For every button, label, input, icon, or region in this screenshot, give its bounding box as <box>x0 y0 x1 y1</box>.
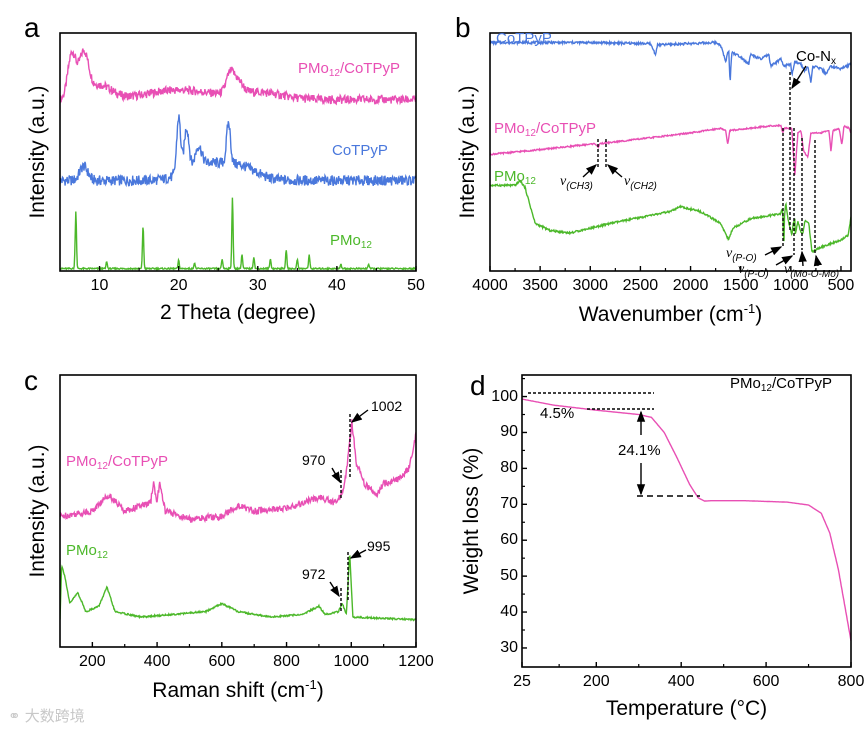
x-tick-label-c: 200 <box>79 653 106 670</box>
momo-arrow-2 <box>813 254 823 267</box>
x-axis-title-c: Raman shift (cm-1) <box>152 677 324 702</box>
co-nx-arrow <box>791 65 807 90</box>
series-line-a-1 <box>60 114 416 188</box>
y-tick-label-d: 80 <box>500 459 518 477</box>
x-tick-label-d: 200 <box>582 673 610 690</box>
x-tick-label-b: 3000 <box>572 277 609 294</box>
x-axis-title-d: Temperature (°C) <box>605 697 768 720</box>
series-line-c-0 <box>60 419 416 524</box>
x-tick-label-b: 2500 <box>622 277 659 294</box>
momo-arrow <box>798 250 807 267</box>
y-tick-label-d: 30 <box>500 638 518 656</box>
y-axis-title-d: Weight loss (%) <box>460 447 483 595</box>
panel-letter-c: c <box>24 365 38 396</box>
y-tick-label-d: 60 <box>500 531 518 549</box>
x-tick-label-c: 800 <box>273 653 300 670</box>
x-tick-label-c: 1200 <box>398 653 434 670</box>
x-tick-label-b: 1000 <box>773 277 809 294</box>
series-label-a-pmo12: PMo12 <box>330 232 372 251</box>
series-label-b-cotpyp: CoTPyP <box>496 30 552 47</box>
annotation-po-2: ν(P-O) <box>738 262 769 280</box>
raman-1002-arrow <box>350 409 369 423</box>
x-tick-label-b: 4000 <box>472 277 508 294</box>
series-label-c-composite: PMo12/CoTPyP <box>66 453 168 472</box>
x-tick-label-a: 10 <box>90 277 109 294</box>
x-tick-label-a: 20 <box>169 277 188 294</box>
series-line-b-0 <box>490 38 851 83</box>
panel-c <box>59 374 417 648</box>
x-tick-label-b: 3500 <box>522 277 558 294</box>
x-tick-label-b: 500 <box>827 277 855 294</box>
series-line-c-1 <box>60 555 416 622</box>
series-label-a-composite: PMo12/CoTPyP <box>298 60 400 79</box>
panel-letter-a: a <box>24 12 40 43</box>
y-tick-label-d: 70 <box>500 495 518 513</box>
po1-arrow <box>764 246 783 256</box>
series-label-c-pmo12: PMo12 <box>66 542 108 561</box>
series-label-b-pmo12: PMo12 <box>494 168 536 187</box>
y-axis-title-b: Intensity (a.u.) <box>456 85 479 219</box>
annotation-24-1-percent: 24.1% <box>618 442 661 459</box>
x-tick-label-a: 40 <box>327 277 346 294</box>
y-tick-label-d: 100 <box>491 387 518 405</box>
y-tick-label-d: 90 <box>500 423 518 441</box>
x-tick-label-d: 25 <box>513 673 531 690</box>
x-axis-title-b: Wavenumber (cm-1) <box>578 301 763 326</box>
watermark-logo: ⚭ 大数跨境 <box>8 708 85 725</box>
y-axis-title-a: Intensity (a.u.) <box>26 85 49 219</box>
panel-d <box>521 374 852 668</box>
x-tick-label-c: 1000 <box>333 653 370 670</box>
panel-b <box>489 32 852 272</box>
panel-a <box>59 32 417 272</box>
raman-995-arrow <box>349 549 367 559</box>
y-tick-label-d: 40 <box>500 603 518 621</box>
x-tick-label-d: 600 <box>752 673 780 690</box>
po2-arrow <box>775 255 794 266</box>
x-axis-title-a: 2 Theta (degree) <box>159 301 317 324</box>
raman-972-arrow <box>329 581 340 598</box>
series-label-a-cotpyp: CoTPyP <box>332 142 388 159</box>
x-tick-label-a: 30 <box>248 277 267 294</box>
annotation-1002: 1002 <box>371 398 403 414</box>
axes-frame-c <box>59 374 417 648</box>
annotation-970: 970 <box>302 452 326 468</box>
series-line-a-0 <box>60 48 416 106</box>
x-tick-label-d: 400 <box>667 673 695 690</box>
x-tick-label-c: 400 <box>143 653 171 670</box>
axes-frame-d <box>521 374 852 668</box>
x-tick-label-d: 800 <box>837 673 865 690</box>
annotation-4-5-percent: 4.5% <box>540 405 575 422</box>
raman-970-arrow <box>331 467 341 484</box>
x-tick-label-b: 2000 <box>672 277 709 294</box>
series-line-a-2 <box>60 197 416 271</box>
series-label-b-composite: PMo12/CoTPyP <box>494 120 596 139</box>
series-line-b-1 <box>490 123 851 176</box>
y-tick-label-d: 50 <box>500 567 518 585</box>
series-line-b-2 <box>490 179 851 254</box>
panel-letter-d: d <box>470 370 486 401</box>
annotation-972: 972 <box>302 566 326 582</box>
annotation-po-1: ν(P-O) <box>726 246 757 264</box>
axes-frame-a <box>59 32 417 272</box>
annotation-ch2: ν(CH2) <box>624 174 657 192</box>
annotation-co-nx: Co-Nx <box>796 48 837 67</box>
ch3-arrow <box>582 164 598 178</box>
ch2-arrow <box>606 164 623 178</box>
axes-frame-b <box>489 32 852 272</box>
annotation-995: 995 <box>367 538 391 554</box>
x-tick-label-c: 600 <box>208 653 236 670</box>
series-line-d-0 <box>522 398 851 641</box>
x-tick-label-b: 1500 <box>722 277 759 294</box>
panel-letter-b: b <box>455 12 471 43</box>
annotation-mo-o-mo: ν(Mo-O-Mo) <box>784 262 840 280</box>
y-axis-title-c: Intensity (a.u.) <box>26 444 49 578</box>
legend-d: PMo12/CoTPyP <box>730 375 832 394</box>
annotation-ch3: ν(CH3) <box>560 174 593 192</box>
x-tick-label-a: 50 <box>407 277 425 294</box>
